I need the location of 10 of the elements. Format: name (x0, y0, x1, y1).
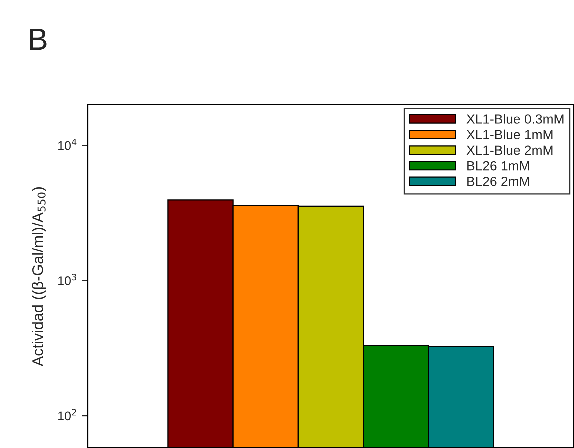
legend-label: BL26 1mM (468, 161, 530, 171)
legend-label: XL1-Blue 1mM (466, 130, 553, 140)
y-tick-label: 10$^{3}$ (58, 274, 76, 286)
text: B (30, 28, 47, 50)
legend-label: XL1-Blue 0.3mM (466, 114, 564, 124)
y-axis-title: Actividad ((β-Gal/ml)/A$_{550}$) (32, 188, 46, 367)
legend-label: XL1-Blue 2mM (466, 145, 553, 156)
y-tick-label: 10$^{4}$ (58, 138, 77, 150)
y-tick-label: 10$^{2}$ (58, 409, 76, 421)
legend-label: BL26 2mM (468, 176, 530, 186)
